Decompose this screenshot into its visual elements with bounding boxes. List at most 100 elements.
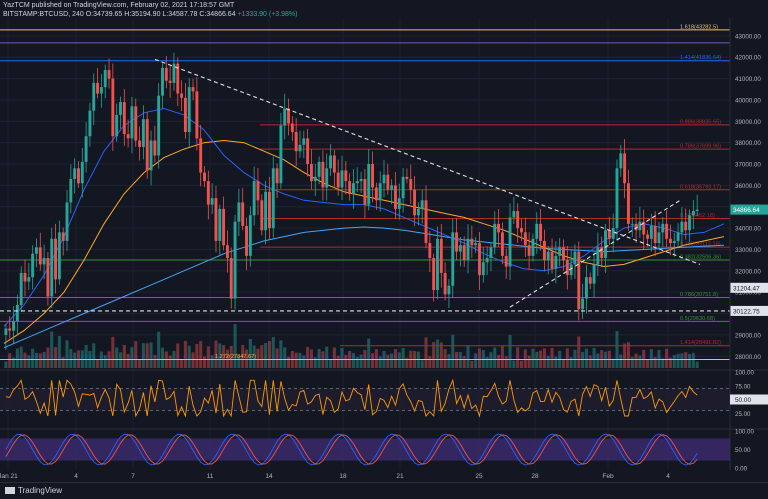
volume-bar [451,334,455,368]
candle-body [252,181,256,216]
price-chart[interactable]: 43000.00 42000.00 41000.00 40000.00 39000.00… [0,0,768,482]
volume-bar [638,355,642,368]
candle-body [607,230,611,239]
candle-body [187,87,191,132]
tradingview-logo[interactable]: TradingView [5,486,62,495]
candle-body [57,232,61,280]
volume-bar [264,343,268,368]
candle-body [363,178,367,205]
candle-body [416,208,420,216]
volume-bar [168,355,172,368]
candle-body [535,223,539,239]
candle-body [565,260,569,276]
price-level-tag: 30122.75 [733,308,760,315]
volume-bar [516,347,520,368]
volume-bar [187,345,191,368]
volume-bar [103,355,107,368]
rsi-band [0,388,730,411]
stoch-tick-label: 0.00 [735,466,748,473]
candle-body [531,238,535,256]
candle-body [332,155,336,173]
candle-body [306,138,310,165]
volume-bar [351,352,355,368]
volume-bar [248,339,252,368]
symbol-name[interactable]: BITSTAMP:BTCUSD, 240 [3,11,84,18]
volume-bar [283,347,287,368]
volume-bar [34,352,38,368]
volume-bar [38,353,42,368]
volume-bar [691,352,695,368]
candle-body [8,328,12,331]
volume-bar [214,340,218,368]
candle-body [329,155,332,169]
candle-body [638,221,642,231]
volume-bar [12,357,16,368]
volume-bar [92,343,96,368]
volume-bar [642,349,646,368]
volume-bar [256,348,260,368]
candle-body [203,172,206,182]
volume-bar [138,359,142,368]
volume-bar [210,355,214,368]
candle-body [344,170,348,182]
rsi-current-label: 50.00 [735,397,751,404]
volume-bar [645,359,650,368]
volume-bar [428,356,432,368]
volume-bar [569,357,573,368]
stoch-band [0,438,730,461]
candle-body [405,176,409,179]
candle-body [562,247,565,261]
time-tick-label: 21 [396,473,404,480]
price-change: +1333.90 (+3.98%) [237,11,298,18]
volume-bar [233,324,237,368]
candle-body [99,87,103,94]
time-tick-label: 4 [666,473,670,480]
volume-bar [684,352,688,368]
ohlc-values: O:34739.65 H:35194.90 L:34587.78 C:34866… [85,11,236,18]
candle-body [634,223,638,231]
candle-body [420,200,424,209]
candle-body [325,168,329,188]
candle-body [581,298,585,310]
candle-body [294,131,298,152]
volume-bar [237,356,241,368]
volume-bar [27,355,31,368]
volume-bar [46,347,50,368]
volume-bar [317,348,321,368]
volume-bar [340,348,344,368]
candle-body [218,208,222,241]
volume-bar [619,354,623,368]
candle-body [115,114,119,137]
rsi-tick-label: 100.00 [735,370,754,377]
volume-bar [462,356,466,368]
volume-bar [153,354,157,368]
volume-bar [313,357,317,368]
volume-bar [309,349,313,368]
candle-body [592,264,596,284]
stoch-tick-label: 100.00 [735,429,754,436]
candle-body [397,198,401,209]
candle-body [462,245,466,261]
volume-bar [630,356,634,368]
candle-body [573,251,577,265]
rsi-tick-label: 25.00 [735,411,751,418]
volume-bar [584,348,588,368]
time-tick-label: 4 [74,473,78,480]
volume-bar [61,357,65,368]
candle-body [508,217,512,267]
volume-bar [554,356,558,368]
volume-bar [73,352,77,368]
volume-bar [367,338,371,368]
candle-body [206,181,210,205]
price-tick-label: 32000.00 [735,268,761,275]
volume-bar [455,352,459,368]
volume-bar [69,348,73,368]
candle-body [31,253,35,278]
candle-body [145,119,149,171]
volume-bar [500,345,504,368]
volume-bar [241,344,245,368]
price-tick-label: 29000.00 [735,332,761,339]
candle-body [317,161,321,177]
volume-bar [424,337,428,368]
candle-body [493,223,497,248]
